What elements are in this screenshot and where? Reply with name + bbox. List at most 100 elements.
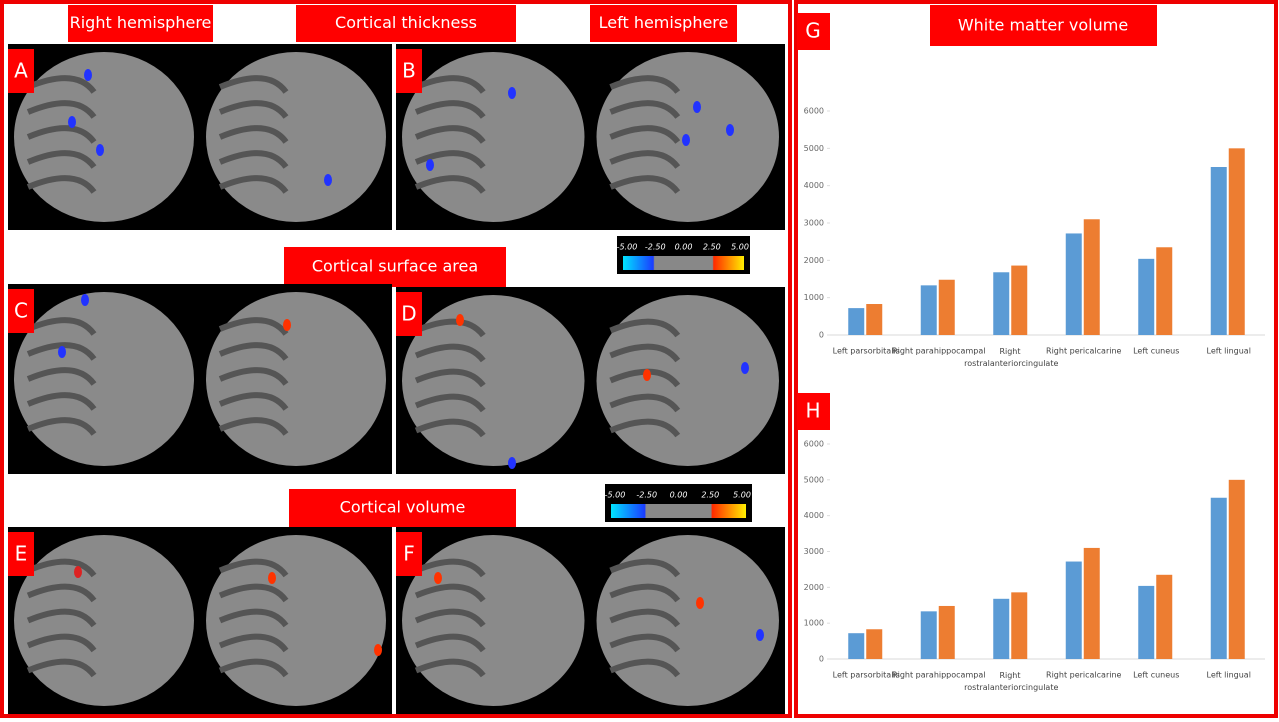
- brain-sulcus: [414, 633, 486, 653]
- brain-sulcus: [218, 367, 289, 386]
- y-tick-label: 4000: [804, 181, 824, 190]
- brain-sulcus: [26, 583, 97, 603]
- brain-sulcus: [26, 317, 97, 336]
- bar: [920, 285, 937, 335]
- colorbar-label: 5.00: [733, 491, 751, 500]
- bar: [848, 633, 865, 659]
- banner-text: Cortical thickness: [335, 13, 477, 32]
- brain-surface: [206, 535, 386, 706]
- activation-blob: [456, 314, 464, 326]
- brain-sulcus: [609, 393, 681, 413]
- y-tick-label: 0: [819, 655, 824, 664]
- banner: [296, 5, 516, 42]
- brain-surface: [14, 535, 194, 706]
- bar: [1210, 167, 1227, 335]
- panel-letter: F: [403, 542, 415, 566]
- brain-sulcus: [414, 393, 486, 413]
- x-tick-label: Left cuneus: [1133, 671, 1179, 680]
- brain-sulcus: [218, 558, 289, 578]
- bar: [1138, 258, 1155, 335]
- brain-sulcus: [26, 125, 97, 144]
- colorbar-label: 2.50: [703, 243, 721, 252]
- colorbar: [611, 504, 746, 518]
- bar: [848, 308, 865, 335]
- banner-text: Cortical volume: [340, 498, 466, 517]
- y-tick-label: 5000: [804, 144, 824, 153]
- panel-letter: B: [402, 59, 416, 83]
- brain-sulcus: [26, 558, 97, 578]
- brain-sulcus: [218, 392, 289, 411]
- colorbar-label: -2.50: [636, 491, 657, 500]
- brain-sulcus: [218, 175, 289, 194]
- panel-letter-box: [396, 49, 422, 93]
- brain-sulcus: [609, 418, 681, 438]
- brain-sulcus: [414, 608, 486, 628]
- panel-letter-box: [8, 49, 34, 93]
- brain-sulcus: [414, 558, 486, 578]
- y-tick-label: 5000: [804, 475, 824, 484]
- x-tick-label: Right rostralanteriorcingulate: [964, 671, 1058, 692]
- x-tick-label: Left cuneus: [1133, 347, 1179, 356]
- bar: [1156, 247, 1173, 335]
- brain-sulcus: [414, 418, 486, 438]
- activation-blob: [74, 566, 82, 578]
- brain-sulcus: [26, 417, 97, 436]
- bar: [1228, 479, 1245, 659]
- brain-sulcus: [609, 368, 681, 388]
- colorbar-label: 5.00: [731, 243, 749, 252]
- activation-blob: [268, 572, 276, 584]
- brain-sulcus: [609, 175, 681, 194]
- colorbar-label: -5.00: [617, 243, 638, 252]
- brain-sulcus: [414, 658, 486, 678]
- bar: [993, 272, 1010, 335]
- bar: [920, 611, 937, 659]
- brain-surface: [402, 295, 585, 466]
- x-tick-label: Right rostralanteriorcingulate: [964, 347, 1058, 368]
- brain-surface: [596, 295, 779, 466]
- activation-blob: [426, 159, 434, 171]
- colorbar-label: -5.00: [605, 491, 626, 500]
- brain-surface: [206, 292, 386, 466]
- panel-letter-box: [8, 289, 34, 333]
- bar: [1065, 561, 1082, 659]
- brain-sulcus: [609, 558, 681, 578]
- brain-sulcus: [609, 583, 681, 603]
- y-tick-label: 2000: [804, 256, 824, 265]
- x-tick-label: Left parsorbitalis: [833, 671, 900, 680]
- chart-title: White matter volume: [958, 16, 1128, 35]
- y-tick-label: 4000: [804, 511, 824, 520]
- x-tick-label: Right parahippocampal: [892, 671, 985, 680]
- y-tick-label: 0: [819, 331, 824, 340]
- brain-sulcus: [414, 100, 486, 119]
- activation-blob: [84, 69, 92, 81]
- x-tick-label: Left parsorbitalis: [833, 347, 900, 356]
- brain-sulcus: [218, 342, 289, 361]
- panel-letter-box: [797, 393, 830, 430]
- brain-sulcus: [609, 125, 681, 144]
- brain-surface: [596, 535, 779, 706]
- panel-letter: G: [805, 19, 821, 43]
- brain-sulcus: [218, 125, 289, 144]
- y-tick-label: 1000: [804, 619, 824, 628]
- bar: [1210, 497, 1227, 659]
- activation-blob: [726, 124, 734, 136]
- brain-sulcus: [218, 100, 289, 119]
- y-tick-label: 6000: [804, 440, 824, 449]
- panel-letter: H: [805, 399, 820, 423]
- brain-sulcus: [414, 75, 486, 94]
- y-tick-label: 2000: [804, 583, 824, 592]
- activation-blob: [58, 346, 66, 358]
- brain-sulcus: [218, 417, 289, 436]
- brain-sulcus: [218, 317, 289, 336]
- activation-blob: [68, 116, 76, 128]
- panel-letter: C: [14, 299, 28, 323]
- panel-letter-box: [8, 532, 34, 576]
- banner: [590, 5, 737, 42]
- brain-surface: [14, 292, 194, 466]
- brain-sulcus: [26, 342, 97, 361]
- banner: [284, 247, 506, 287]
- right-frame: [794, 0, 1278, 718]
- bar: [866, 304, 883, 335]
